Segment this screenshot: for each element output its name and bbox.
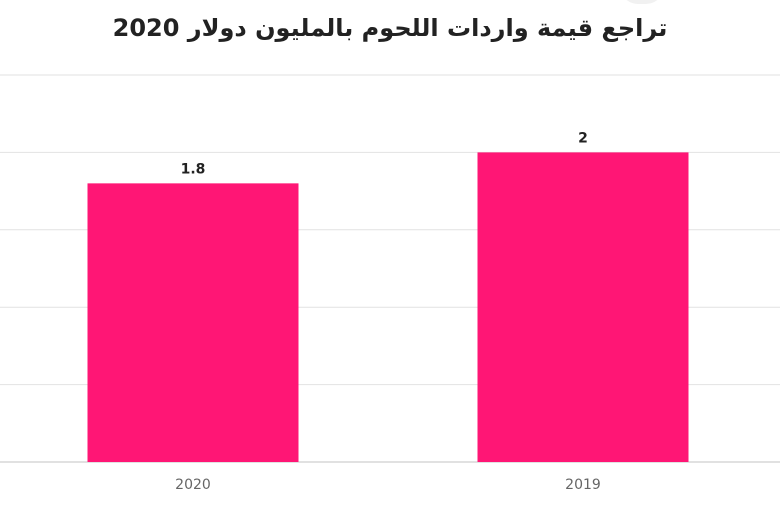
bars bbox=[87, 152, 689, 463]
value-label-2019: 2 bbox=[578, 130, 588, 146]
x-tick-2020: 2020 bbox=[175, 477, 211, 493]
bar-2020 bbox=[87, 183, 299, 463]
x-tick-labels: 2020 2019 bbox=[175, 477, 601, 493]
bar-2019 bbox=[477, 152, 689, 462]
x-tick-2019: 2019 bbox=[565, 477, 601, 493]
value-label-2020: 1.8 bbox=[181, 161, 206, 177]
value-labels: 1.82 bbox=[181, 130, 588, 177]
chart-title: تراجع قيمة واردات اللحوم بالمليون دولار … bbox=[112, 14, 668, 42]
top-decoration bbox=[620, 0, 664, 4]
